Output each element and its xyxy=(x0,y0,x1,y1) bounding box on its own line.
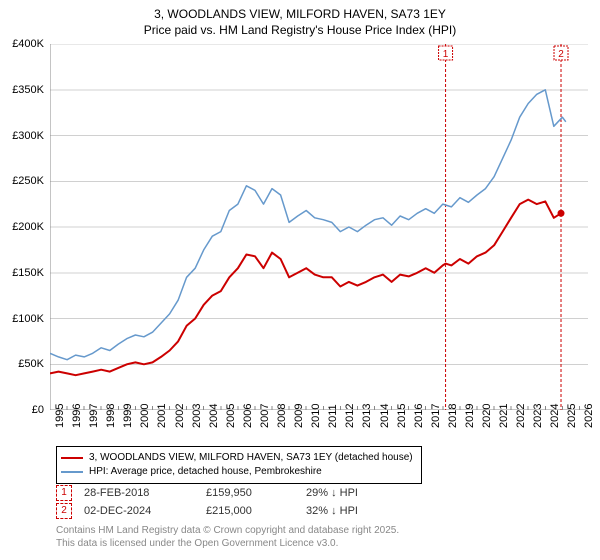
y-tick-label: £200K xyxy=(12,221,44,233)
legend-box: 3, WOODLANDS VIEW, MILFORD HAVEN, SA73 1… xyxy=(56,446,422,484)
marker-date-2: 02-DEC-2024 xyxy=(84,505,194,517)
y-tick-label: £0 xyxy=(32,404,44,416)
y-tick-label: £350K xyxy=(12,84,44,96)
y-tick-label: £250K xyxy=(12,175,44,187)
footer-line-1: Contains HM Land Registry data © Crown c… xyxy=(56,524,399,537)
marker-row-1: 1 28-FEB-2018 £159,950 29% ↓ HPI xyxy=(56,484,358,502)
x-tick-label: 1999 xyxy=(122,404,134,428)
x-tick-label: 2007 xyxy=(259,404,271,428)
x-tick-label: 2003 xyxy=(191,404,203,428)
x-tick-label: 2010 xyxy=(310,404,322,428)
x-tick-label: 2021 xyxy=(498,404,510,428)
y-tick-label: £100K xyxy=(12,313,44,325)
marker-table: 1 28-FEB-2018 £159,950 29% ↓ HPI 2 02-DE… xyxy=(56,484,358,520)
marker-badge-1: 1 xyxy=(56,485,72,501)
chart-container: 3, WOODLANDS VIEW, MILFORD HAVEN, SA73 1… xyxy=(0,0,600,560)
x-tick-label: 2000 xyxy=(139,404,151,428)
x-tick-label: 2016 xyxy=(413,404,425,428)
x-tick-label: 2024 xyxy=(549,404,561,428)
plot-area: 12 xyxy=(50,44,588,410)
legend-label-2: HPI: Average price, detached house, Pemb… xyxy=(89,465,322,479)
y-tick-label: £50K xyxy=(18,358,44,370)
x-tick-label: 2001 xyxy=(156,404,168,428)
x-tick-label: 1998 xyxy=(105,404,117,428)
legend-swatch-2 xyxy=(61,471,83,473)
marker-date-1: 28-FEB-2018 xyxy=(84,487,194,499)
x-tick-label: 2022 xyxy=(515,404,527,428)
svg-text:1: 1 xyxy=(443,49,449,60)
x-tick-label: 2020 xyxy=(481,404,493,428)
y-tick-label: £300K xyxy=(12,130,44,142)
x-tick-label: 2002 xyxy=(174,404,186,428)
x-tick-label: 1996 xyxy=(71,404,83,428)
legend-row-1: 3, WOODLANDS VIEW, MILFORD HAVEN, SA73 1… xyxy=(61,451,413,465)
x-tick-label: 2009 xyxy=(293,404,305,428)
svg-text:2: 2 xyxy=(558,49,564,60)
x-tick-label: 2014 xyxy=(379,404,391,428)
x-tick-label: 2017 xyxy=(430,404,442,428)
marker-row-2: 2 02-DEC-2024 £215,000 32% ↓ HPI xyxy=(56,502,358,520)
title-line-1: 3, WOODLANDS VIEW, MILFORD HAVEN, SA73 1… xyxy=(0,6,600,22)
marker-diff-2: 32% ↓ HPI xyxy=(306,505,358,517)
y-tick-label: £150K xyxy=(12,267,44,279)
title-line-2: Price paid vs. HM Land Registry's House … xyxy=(0,22,600,38)
x-tick-label: 2011 xyxy=(327,404,339,428)
x-tick-label: 2019 xyxy=(464,404,476,428)
marker-diff-1: 29% ↓ HPI xyxy=(306,487,358,499)
x-tick-label: 2005 xyxy=(225,404,237,428)
x-tick-label: 2012 xyxy=(344,404,356,428)
footer-line-2: This data is licensed under the Open Gov… xyxy=(56,537,399,550)
marker-price-1: £159,950 xyxy=(206,487,294,499)
x-tick-label: 2015 xyxy=(396,404,408,428)
x-tick-label: 1995 xyxy=(54,404,66,428)
x-tick-label: 2006 xyxy=(242,404,254,428)
x-tick-label: 2026 xyxy=(583,404,595,428)
x-axis-labels: 1995199619971998199920002001200220032004… xyxy=(50,412,588,444)
footer: Contains HM Land Registry data © Crown c… xyxy=(56,524,399,550)
title-block: 3, WOODLANDS VIEW, MILFORD HAVEN, SA73 1… xyxy=(0,0,600,38)
x-tick-label: 1997 xyxy=(88,404,100,428)
plot-svg: 12 xyxy=(50,44,588,410)
legend-row-2: HPI: Average price, detached house, Pemb… xyxy=(61,465,413,479)
x-tick-label: 2018 xyxy=(447,404,459,428)
marker-badge-2: 2 xyxy=(56,503,72,519)
y-tick-label: £400K xyxy=(12,38,44,50)
legend-swatch-1 xyxy=(61,457,83,459)
x-tick-label: 2004 xyxy=(208,404,220,428)
x-tick-label: 2025 xyxy=(566,404,578,428)
x-tick-label: 2008 xyxy=(276,404,288,428)
legend-label-1: 3, WOODLANDS VIEW, MILFORD HAVEN, SA73 1… xyxy=(89,451,413,465)
marker-price-2: £215,000 xyxy=(206,505,294,517)
x-tick-label: 2023 xyxy=(532,404,544,428)
x-tick-label: 2013 xyxy=(361,404,373,428)
y-axis-labels: £0£50K£100K£150K£200K£250K£300K£350K£400… xyxy=(0,44,48,410)
